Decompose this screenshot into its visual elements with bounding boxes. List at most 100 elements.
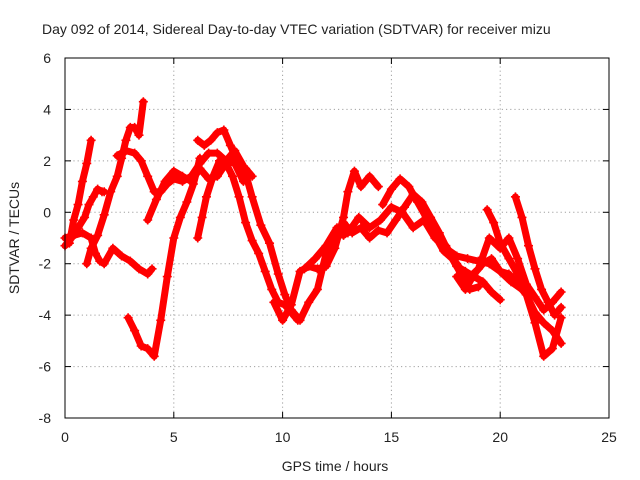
data-point-marker bbox=[93, 230, 103, 240]
axis-ticks bbox=[64, 57, 610, 419]
series-line-arc-6 bbox=[124, 154, 204, 360]
data-point-marker bbox=[310, 254, 320, 264]
x-tick-label: 20 bbox=[492, 429, 508, 445]
data-point-marker bbox=[267, 284, 277, 294]
data-point-marker bbox=[143, 171, 153, 181]
data-point-marker bbox=[495, 266, 505, 276]
data-point-marker bbox=[517, 212, 527, 222]
data-point-marker bbox=[143, 269, 153, 279]
data-point-marker bbox=[547, 344, 557, 354]
y-tick-label: 6 bbox=[43, 50, 51, 66]
data-point-marker bbox=[286, 300, 296, 310]
data-point-marker bbox=[221, 156, 231, 166]
data-point-marker bbox=[82, 158, 92, 168]
chart-title: Day 092 of 2014, Sidereal Day-to-day VTE… bbox=[42, 21, 551, 37]
data-point-marker bbox=[365, 233, 375, 243]
data-point-marker bbox=[69, 230, 79, 240]
data-point-marker bbox=[478, 259, 488, 269]
data-point-marker bbox=[230, 146, 240, 156]
data-point-marker bbox=[404, 182, 414, 192]
data-point-marker bbox=[482, 205, 492, 215]
data-point-marker bbox=[204, 148, 214, 158]
data-point-marker bbox=[495, 295, 505, 305]
data-point-marker bbox=[312, 284, 322, 294]
data-point-marker bbox=[539, 318, 549, 328]
grid-lines bbox=[65, 58, 609, 418]
data-point-marker bbox=[441, 241, 451, 251]
x-axis-label: GPS time / hours bbox=[282, 458, 389, 474]
data-point-marker bbox=[543, 297, 553, 307]
data-point-marker bbox=[484, 233, 494, 243]
data-point-marker bbox=[510, 192, 520, 202]
data-point-marker bbox=[238, 161, 248, 171]
data-point-marker bbox=[539, 305, 549, 315]
data-point-marker bbox=[69, 215, 79, 225]
data-point-marker bbox=[513, 254, 523, 264]
data-point-marker bbox=[386, 184, 396, 194]
data-point-marker bbox=[147, 264, 157, 274]
data-point-marker bbox=[193, 135, 203, 145]
data-point-marker bbox=[550, 310, 560, 320]
data-point-marker bbox=[365, 223, 375, 233]
data-point-marker bbox=[463, 254, 473, 264]
data-point-marker bbox=[182, 197, 192, 207]
data-point-marker bbox=[186, 176, 196, 186]
data-point-marker bbox=[478, 277, 488, 287]
data-point-marker bbox=[121, 146, 131, 156]
data-point-marker bbox=[395, 174, 405, 184]
x-tick-label: 10 bbox=[275, 429, 291, 445]
data-point-marker bbox=[304, 297, 314, 307]
data-point-marker bbox=[228, 171, 238, 181]
data-point-marker bbox=[254, 248, 264, 258]
data-point-marker bbox=[376, 215, 386, 225]
y-tick-label: 4 bbox=[43, 101, 51, 117]
data-point-marker bbox=[430, 230, 440, 240]
data-point-marker bbox=[106, 187, 116, 197]
data-point-marker bbox=[151, 194, 161, 204]
tick-labels: 0 5 10 15 20 25 -8 -6 -4 -2 0 2 4 6 bbox=[39, 50, 617, 445]
plot-frame bbox=[64, 57, 610, 419]
data-point-marker bbox=[530, 264, 540, 274]
data-point-marker bbox=[136, 341, 146, 351]
series-line-arc-18 bbox=[511, 193, 565, 319]
data-point-marker bbox=[280, 290, 290, 300]
data-point-marker bbox=[77, 228, 87, 238]
data-point-marker bbox=[212, 148, 222, 158]
data-point-marker bbox=[123, 313, 133, 323]
data-point-marker bbox=[256, 220, 266, 230]
data-point-marker bbox=[421, 212, 431, 222]
data-point-marker bbox=[136, 156, 146, 166]
data-point-marker bbox=[99, 259, 109, 269]
y-tick-label: -4 bbox=[39, 307, 52, 323]
data-point-marker bbox=[84, 200, 94, 210]
data-point-marker bbox=[373, 182, 383, 192]
data-point-marker bbox=[130, 148, 140, 158]
data-point-marker bbox=[365, 171, 375, 181]
data-point-marker bbox=[108, 243, 118, 253]
data-point-marker bbox=[382, 228, 392, 238]
data-point-marker bbox=[347, 228, 357, 238]
y-tick-label: 0 bbox=[43, 204, 51, 220]
data-point-marker bbox=[206, 135, 216, 145]
data-series-group bbox=[60, 97, 566, 361]
data-point-marker bbox=[473, 282, 483, 292]
data-point-marker bbox=[77, 176, 87, 186]
data-point-marker bbox=[269, 297, 279, 307]
data-point-marker bbox=[212, 128, 222, 138]
data-point-marker bbox=[299, 264, 309, 274]
data-point-marker bbox=[241, 218, 251, 228]
data-point-marker bbox=[169, 233, 179, 243]
data-point-marker bbox=[452, 259, 462, 269]
data-point-marker bbox=[373, 225, 383, 235]
data-point-marker bbox=[197, 212, 207, 222]
data-point-marker bbox=[193, 233, 203, 243]
data-point-marker bbox=[260, 266, 270, 276]
data-point-marker bbox=[112, 151, 122, 161]
data-point-marker bbox=[413, 197, 423, 207]
data-point-marker bbox=[225, 140, 235, 150]
data-point-marker bbox=[349, 166, 359, 176]
data-point-marker bbox=[130, 326, 140, 336]
data-point-marker bbox=[178, 171, 188, 181]
data-point-marker bbox=[134, 130, 144, 140]
